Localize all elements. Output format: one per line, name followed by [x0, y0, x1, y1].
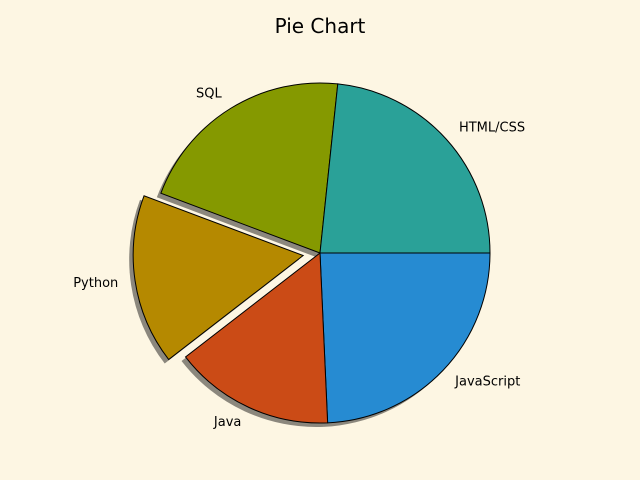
wedge-javascript — [319, 252, 491, 424]
wedge-label-javascript: JavaScript — [454, 375, 520, 390]
wedge-label-python: Python — [73, 276, 118, 291]
wedges — [132, 82, 491, 424]
wedge-python — [132, 195, 305, 361]
wedge-label-sql: SQL — [196, 86, 222, 101]
wedge-labels: JavaScript Java Python SQL HTML/CSS — [73, 86, 525, 430]
wedge-label-java: Java — [213, 415, 241, 430]
wedge-java — [184, 252, 329, 424]
wedge-sql — [160, 82, 339, 254]
chart-title: Pie Chart — [275, 14, 366, 38]
wedge-label-html-css: HTML/CSS — [459, 120, 525, 135]
wedge-html-css — [319, 83, 491, 254]
